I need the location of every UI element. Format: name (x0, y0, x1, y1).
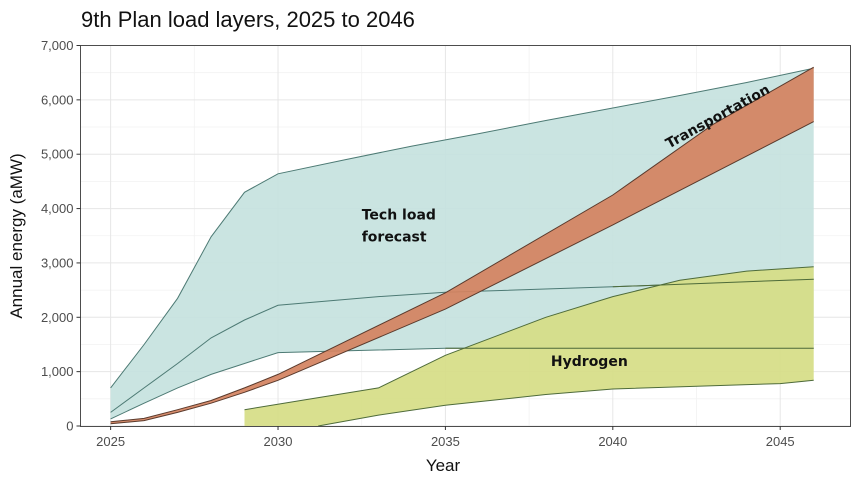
series-hydrogen (244, 266, 814, 427)
y-tick-label: 6,000 (41, 92, 74, 107)
tech-load-forecast-middle-line (110, 278, 814, 413)
x-tick-label: 2035 (431, 434, 460, 449)
x-tick-label: 2025 (96, 434, 125, 449)
series-transportation (110, 66, 814, 425)
annotation-tech-load-forecast: Tech load forecast (362, 207, 436, 245)
hydrogen-lower-line (318, 379, 814, 427)
panel-border (80, 45, 851, 427)
hydrogen-upper-line (244, 266, 814, 411)
tech-load-forecast-upper-line (110, 67, 814, 389)
x-tick-label: 2030 (264, 434, 293, 449)
y-axis-title: Annual energy (aMW) (7, 153, 26, 318)
x-axis: 2025 2030 2035 2040 2045 (96, 426, 795, 449)
x-tick-label: 2045 (766, 434, 795, 449)
y-tick-label: 7,000 (41, 38, 74, 53)
annotation-hydrogen: Hydrogen (551, 354, 628, 370)
tech-middle-line-overlay (612, 278, 814, 288)
y-tick-label: 5,000 (41, 147, 74, 162)
x-axis-title: Year (426, 456, 461, 475)
x-tick-label: 2040 (598, 434, 627, 449)
y-axis: 0 1,000 2,000 3,000 4,000 5,000 6,000 7,000 (41, 38, 81, 434)
transportation-upper-line (110, 66, 814, 423)
chart-title: 9th Plan load layers, 2025 to 2046 (81, 7, 415, 32)
transportation-lower-line (110, 121, 814, 425)
y-tick-label: 3,000 (41, 255, 74, 270)
y-tick-label: 2,000 (41, 310, 74, 325)
tech-load-forecast-lower-line (110, 347, 814, 420)
annotation-line: forecast (362, 229, 427, 245)
y-tick-label: 0 (66, 419, 73, 434)
data-bands (110, 66, 814, 427)
y-tick-label: 1,000 (41, 364, 74, 379)
annotation-line: Tech load (362, 207, 436, 223)
hydrogen-band (244, 266, 814, 426)
y-tick-label: 4,000 (41, 201, 74, 216)
